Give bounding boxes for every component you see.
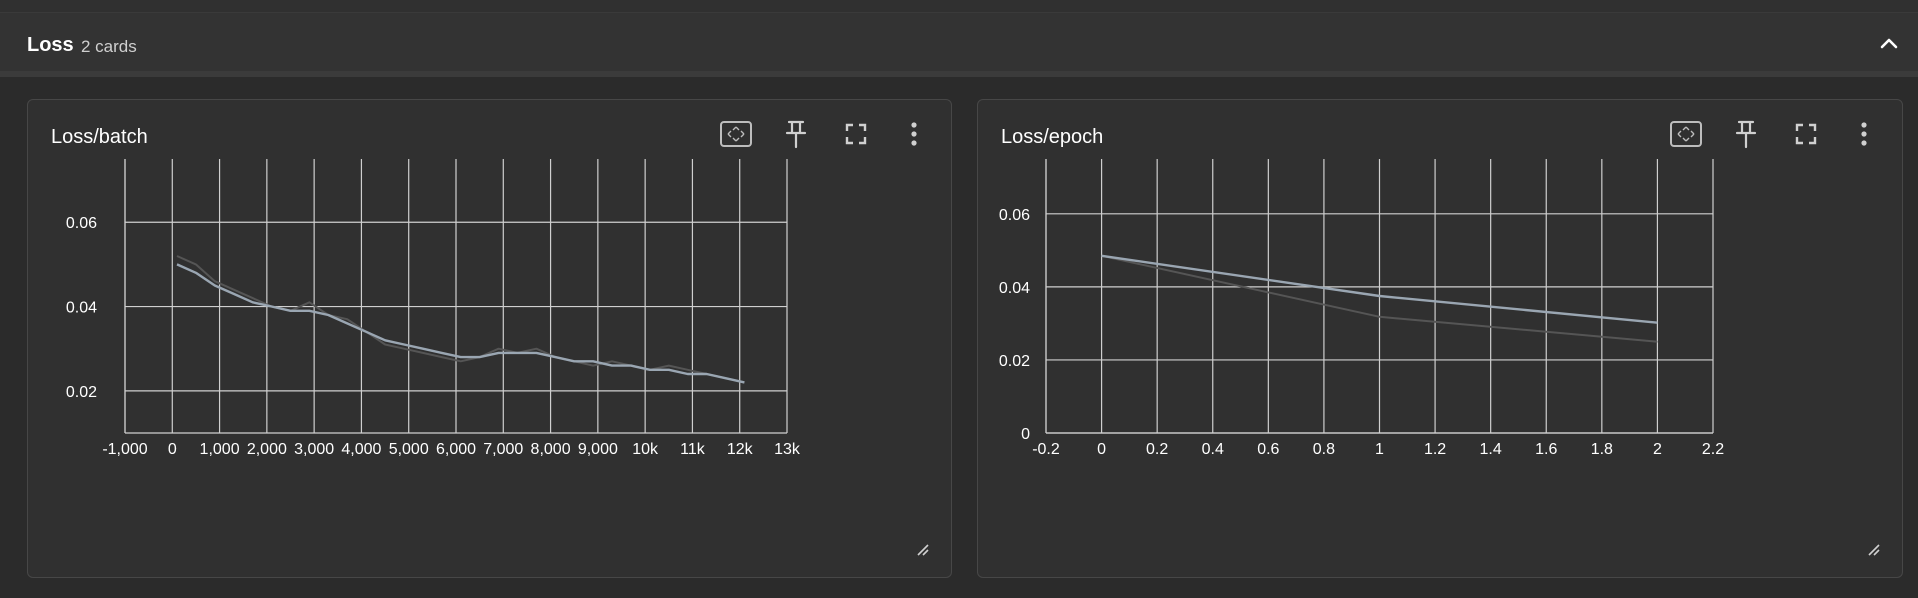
series-line-raw <box>176 255 745 384</box>
x-tick-label: 0 <box>168 441 177 458</box>
fit-domain-icon[interactable] <box>718 116 754 152</box>
y-tick-label: 0.02 <box>66 384 97 401</box>
y-tick-label: 0.06 <box>999 207 1030 224</box>
card-title: Loss/batch <box>51 126 148 148</box>
x-tick-label: 3,000 <box>294 441 334 458</box>
x-tick-label: 10k <box>632 441 659 458</box>
y-tick-label: 0.06 <box>66 215 97 232</box>
x-tick-label: 8,000 <box>531 441 571 458</box>
x-tick-label: 5,000 <box>389 441 429 458</box>
x-tick-label: -1,000 <box>102 441 147 458</box>
loss-batch-chart[interactable]: -1,000 0 1,000 2,000 3,000 4,000 5,000 6,000 7,0… <box>28 100 953 579</box>
x-tick-label: 6,000 <box>436 441 476 458</box>
series-line-raw <box>1101 254 1658 343</box>
x-tick-label: -0.2 <box>1032 441 1060 458</box>
x-tick-label: 2.2 <box>1702 441 1724 458</box>
x-tick-label: 1.6 <box>1535 441 1557 458</box>
y-tick-label: 0.02 <box>999 353 1030 370</box>
x-tick-label: 4,000 <box>341 441 381 458</box>
y-tick-label: 0 <box>1021 426 1030 443</box>
x-tick-label: 0.2 <box>1146 441 1168 458</box>
x-tick-label: 9,000 <box>578 441 618 458</box>
x-tick-label: 7,000 <box>483 441 523 458</box>
x-tick-label: 13k <box>774 441 801 458</box>
x-tick-label: 12k <box>727 441 754 458</box>
chevron-up-icon[interactable] <box>1874 29 1904 59</box>
y-tick-label: 0.04 <box>66 300 97 317</box>
x-tick-label: 0.4 <box>1202 441 1224 458</box>
x-tick-label: 1 <box>1375 441 1384 458</box>
more-vert-icon[interactable] <box>1846 116 1882 152</box>
card-title: Loss/epoch <box>1001 126 1104 148</box>
cards-area: Loss/batch -1,000 0 1,000 2,000 3,000 4,000 5,… <box>0 77 1918 598</box>
top-strip <box>0 0 1918 13</box>
chart-plot-group: -1,000 0 1,000 2,000 3,000 4,000 5,000 6,000 7,0… <box>66 159 801 458</box>
x-tick-label: 1.4 <box>1480 441 1502 458</box>
more-vert-icon[interactable] <box>896 116 932 152</box>
fullscreen-icon[interactable] <box>1788 116 1824 152</box>
x-tick-label: 1.8 <box>1591 441 1613 458</box>
chart-plot-group: -0.2 0 0.2 0.4 0.6 0.8 1 1.2 1.4 1.6 1.8 2 2.200.020… <box>999 159 1724 458</box>
fullscreen-icon[interactable] <box>838 116 874 152</box>
fit-domain-icon[interactable] <box>1668 116 1704 152</box>
series-line-smoothed <box>1101 254 1658 324</box>
x-tick-label: 11k <box>680 441 706 458</box>
section-header[interactable]: Loss 2 cards <box>0 13 1918 77</box>
x-tick-label: 0.6 <box>1257 441 1279 458</box>
y-tick-label: 0.04 <box>999 280 1030 297</box>
x-tick-label: 1.2 <box>1424 441 1446 458</box>
pin-icon[interactable] <box>1728 116 1764 152</box>
scalar-card-loss-epoch: Loss/epoch -0.2 0 0.2 0.4 0.6 0.8 1 1.2 1.4 1.6 1.… <box>977 99 1903 578</box>
resize-handle-icon[interactable] <box>1868 543 1880 556</box>
scalar-card-loss-batch: Loss/batch -1,000 0 1,000 2,000 3,000 4,000 5,… <box>27 99 952 578</box>
x-tick-label: 1,000 <box>200 441 240 458</box>
x-tick-label: 2 <box>1653 441 1662 458</box>
loss-epoch-chart[interactable]: -0.2 0 0.2 0.4 0.6 0.8 1 1.2 1.4 1.6 1.8 2 2.200.020… <box>978 100 1904 579</box>
series-line-smoothed <box>176 263 745 384</box>
pin-icon[interactable] <box>778 116 814 152</box>
x-tick-label: 0 <box>1097 441 1106 458</box>
section-card-count: 2 cards <box>81 37 137 56</box>
x-tick-label: 0.8 <box>1313 441 1335 458</box>
section-title: Loss <box>27 34 74 56</box>
x-tick-label: 2,000 <box>247 441 287 458</box>
resize-handle-icon[interactable] <box>917 543 929 556</box>
